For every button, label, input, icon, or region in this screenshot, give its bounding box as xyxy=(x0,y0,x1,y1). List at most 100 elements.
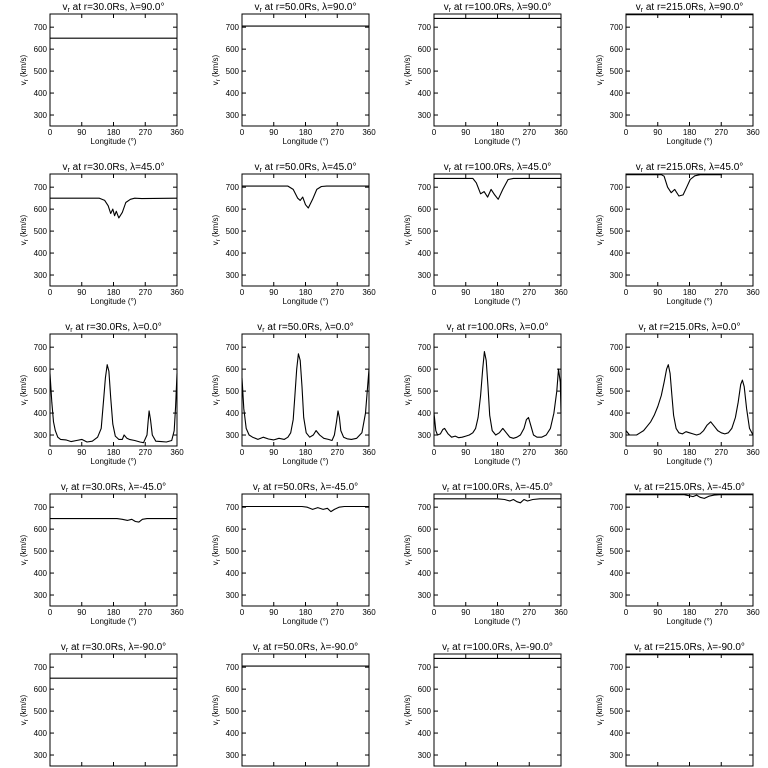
series-line xyxy=(434,498,561,504)
y-axis-label-unit: (km/s) xyxy=(595,374,604,399)
y-tick-label: 300 xyxy=(226,271,240,280)
x-tick-label: 360 xyxy=(554,608,568,617)
x-tick-label: 90 xyxy=(653,288,662,297)
x-tick-label: 180 xyxy=(683,288,697,297)
y-axis-label-unit: (km/s) xyxy=(595,214,604,239)
x-tick-label: 180 xyxy=(299,608,313,617)
y-tick-label: 600 xyxy=(226,685,240,694)
series-line xyxy=(434,177,561,200)
x-tick-label: 90 xyxy=(653,448,662,457)
plot-frame xyxy=(433,173,562,287)
y-tick-label: 300 xyxy=(610,271,624,280)
y-axis-label-sub: r xyxy=(24,239,30,241)
panel-title-subscript: r xyxy=(641,7,644,14)
x-tick-label: 360 xyxy=(170,128,184,137)
y-tick-label: 600 xyxy=(34,205,48,214)
y-axis-label-sub: r xyxy=(24,399,30,401)
y-tick-label: 700 xyxy=(34,23,48,32)
y-tick-label: 600 xyxy=(418,365,432,374)
panel-title-subscript: r xyxy=(639,647,642,654)
y-tick-label: 500 xyxy=(226,547,240,556)
y-tick-label: 400 xyxy=(226,89,240,98)
panel-10: vr at r=50.0Rs, λ=0.0°0 90 180 270 360300400… xyxy=(211,322,376,466)
x-tick-label: 90 xyxy=(269,448,278,457)
y-tick-label: 300 xyxy=(418,271,432,280)
y-axis-label-sub: r xyxy=(24,79,30,81)
panel-title-text: at r=100.0Rs, λ=-90.0° xyxy=(449,642,553,653)
panel-title-prefix: v xyxy=(636,2,641,13)
x-tick-label: 0 xyxy=(240,128,245,137)
series-line xyxy=(242,185,369,209)
panel-20: vr at r=215.0Rs, λ=-90.0°090180270360300… xyxy=(595,642,754,767)
panel-title-text: at r=30.0Rs, λ=0.0° xyxy=(73,322,162,333)
x-tick-label: 0 xyxy=(432,128,437,137)
x-axis-label: Longitude (°) xyxy=(667,297,713,306)
panel-title-subscript: r xyxy=(68,7,71,14)
y-tick-label: 700 xyxy=(418,503,432,512)
panel-4: vr at r=215.0Rs, λ=90.0°0 90 180 270 3603004… xyxy=(595,2,760,146)
y-tick-label: 300 xyxy=(34,111,48,120)
y-tick-label: 600 xyxy=(226,205,240,214)
panel-title-prefix: v xyxy=(442,642,447,653)
panel-title-text: at r=100.0Rs, λ=90.0° xyxy=(451,2,551,13)
panel-title-prefix: v xyxy=(253,482,258,493)
x-tick-label: 0 xyxy=(624,448,629,457)
x-tick-label: 360 xyxy=(746,608,760,617)
panel-title-subscript: r xyxy=(447,647,450,654)
x-axis-label: Longitude (°) xyxy=(283,617,329,626)
x-axis-label: Longitude (°) xyxy=(475,617,521,626)
y-tick-label: 500 xyxy=(226,707,240,716)
panel-title-subscript: r xyxy=(260,167,263,174)
y-tick-label: 700 xyxy=(34,503,48,512)
plot-frame xyxy=(433,13,562,127)
y-tick-label: 500 xyxy=(226,227,240,236)
y-axis-label-sub: r xyxy=(408,399,414,401)
x-tick-label: 180 xyxy=(107,448,121,457)
x-tick-label: 0 xyxy=(48,288,53,297)
x-tick-label: 360 xyxy=(746,448,760,457)
y-tick-label: 400 xyxy=(610,569,624,578)
panel-1: vr at r=30.0Rs, λ=90.0°0 90 180 270 36030040… xyxy=(19,2,184,146)
series-line xyxy=(433,351,562,439)
panel-title-text: at r=215.0Rs, λ=90.0° xyxy=(643,2,743,13)
y-tick-label: 300 xyxy=(34,431,48,440)
y-axis-label-unit: (km/s) xyxy=(595,694,604,719)
y-axis-label-sub: r xyxy=(216,719,222,721)
panel-title-prefix: v xyxy=(444,2,449,13)
x-tick-label: 360 xyxy=(170,608,184,617)
x-tick-label: 270 xyxy=(715,448,729,457)
y-axis-label-v: v xyxy=(595,81,604,85)
x-tick-label: 270 xyxy=(523,608,537,617)
y-axis-label: vr (km/s) xyxy=(595,54,606,85)
x-tick-label: 180 xyxy=(107,608,121,617)
x-axis-label: Longitude (°) xyxy=(475,297,521,306)
plot-frame xyxy=(49,493,178,607)
plot-frame xyxy=(241,493,370,607)
panel-title: vr at r=100.0Rs, λ=45.0° xyxy=(444,162,552,174)
y-tick-label: 300 xyxy=(34,751,48,760)
x-tick-label: 0 xyxy=(48,128,53,137)
plot-frame xyxy=(625,493,754,607)
y-axis-label: vr (km/s) xyxy=(595,214,606,245)
panel-title-text: at r=100.0Rs, λ=45.0° xyxy=(451,162,551,173)
plot-frame xyxy=(241,173,370,287)
panel-title-text: at r=215.0Rs, λ=45.0° xyxy=(643,162,743,173)
y-axis-label-v: v xyxy=(211,721,220,725)
panel-title-subscript: r xyxy=(449,167,452,174)
y-axis-label: vr (km/s) xyxy=(403,694,414,725)
x-tick-label: 0 xyxy=(432,288,437,297)
y-tick-label: 500 xyxy=(610,67,624,76)
y-tick-label: 500 xyxy=(34,707,48,716)
y-tick-label: 400 xyxy=(34,569,48,578)
y-tick-label: 500 xyxy=(610,547,624,556)
x-tick-label: 90 xyxy=(269,288,278,297)
panel-title-text: at r=50.0Rs, λ=90.0° xyxy=(262,2,357,13)
panel-title-prefix: v xyxy=(61,642,66,653)
y-tick-label: 700 xyxy=(418,23,432,32)
panel-7: vr at r=100.0Rs, λ=45.0°0 90 180 270 3603004… xyxy=(403,162,568,306)
y-tick-label: 600 xyxy=(226,525,240,534)
y-tick-label: 500 xyxy=(418,67,432,76)
panel-title-subscript: r xyxy=(447,487,450,494)
y-tick-label: 300 xyxy=(610,111,624,120)
panel-title-prefix: v xyxy=(253,642,258,653)
